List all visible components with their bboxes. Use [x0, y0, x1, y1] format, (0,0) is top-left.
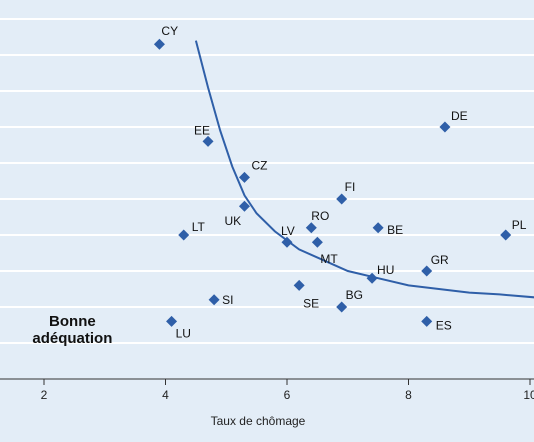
- point-marker-si: [208, 294, 220, 306]
- point-marker-uk: [238, 200, 250, 212]
- point-marker-ee: [202, 135, 214, 147]
- point-label-lu: LU: [176, 326, 191, 340]
- annotation-text: adéquation: [32, 330, 112, 347]
- x-tick-label: 6: [284, 388, 291, 402]
- point-label-cy: CY: [161, 24, 178, 38]
- point-marker-lv: [281, 236, 293, 248]
- x-tick-label: 2: [41, 388, 48, 402]
- gridlines: [0, 18, 534, 344]
- x-axis-label: Taux de chômage: [211, 414, 306, 428]
- point-marker-bg: [336, 301, 348, 313]
- data-points: CY DE EE CZ FI UK RO BE LT LV MT PL HU GR SE SI BG LU ES: [153, 24, 527, 340]
- point-marker-se: [293, 279, 305, 291]
- point-label-gr: GR: [431, 253, 449, 267]
- point-marker-cy: [153, 38, 165, 50]
- x-tick-label: 10: [523, 388, 534, 402]
- point-marker-be: [372, 222, 384, 234]
- point-label-uk: UK: [224, 214, 241, 228]
- point-label-ro: RO: [311, 209, 329, 223]
- point-marker-gr: [421, 265, 433, 277]
- point-label-bg: BG: [346, 288, 363, 302]
- point-marker-lu: [166, 315, 178, 327]
- point-label-mt: MT: [320, 252, 338, 266]
- point-label-de: DE: [451, 109, 468, 123]
- point-label-si: SI: [222, 293, 233, 307]
- annotation-text: Bonne: [49, 313, 96, 330]
- point-marker-es: [421, 315, 433, 327]
- point-marker-mt: [311, 236, 323, 248]
- point-marker-fi: [336, 193, 348, 205]
- x-axis-ticks: 2 4 6 8 10: [41, 379, 534, 402]
- point-marker-de: [439, 121, 451, 133]
- point-marker-ro: [305, 222, 317, 234]
- point-label-cz: CZ: [251, 158, 267, 172]
- point-label-se: SE: [303, 296, 319, 310]
- point-label-lv: LV: [281, 224, 295, 238]
- point-label-be: BE: [387, 223, 403, 237]
- x-tick-label: 8: [405, 388, 412, 402]
- point-label-ee: EE: [194, 123, 210, 137]
- point-marker-pl: [500, 229, 512, 241]
- point-label-fi: FI: [345, 180, 356, 194]
- fit-curve: [194, 40, 534, 299]
- point-label-pl: PL: [512, 218, 527, 232]
- x-tick-label: 4: [162, 388, 169, 402]
- point-marker-lt: [178, 229, 190, 241]
- point-label-es: ES: [436, 318, 452, 332]
- point-marker-hu: [366, 272, 378, 284]
- point-marker-cz: [238, 171, 250, 183]
- point-label-lt: LT: [192, 220, 206, 234]
- point-label-hu: HU: [377, 263, 394, 277]
